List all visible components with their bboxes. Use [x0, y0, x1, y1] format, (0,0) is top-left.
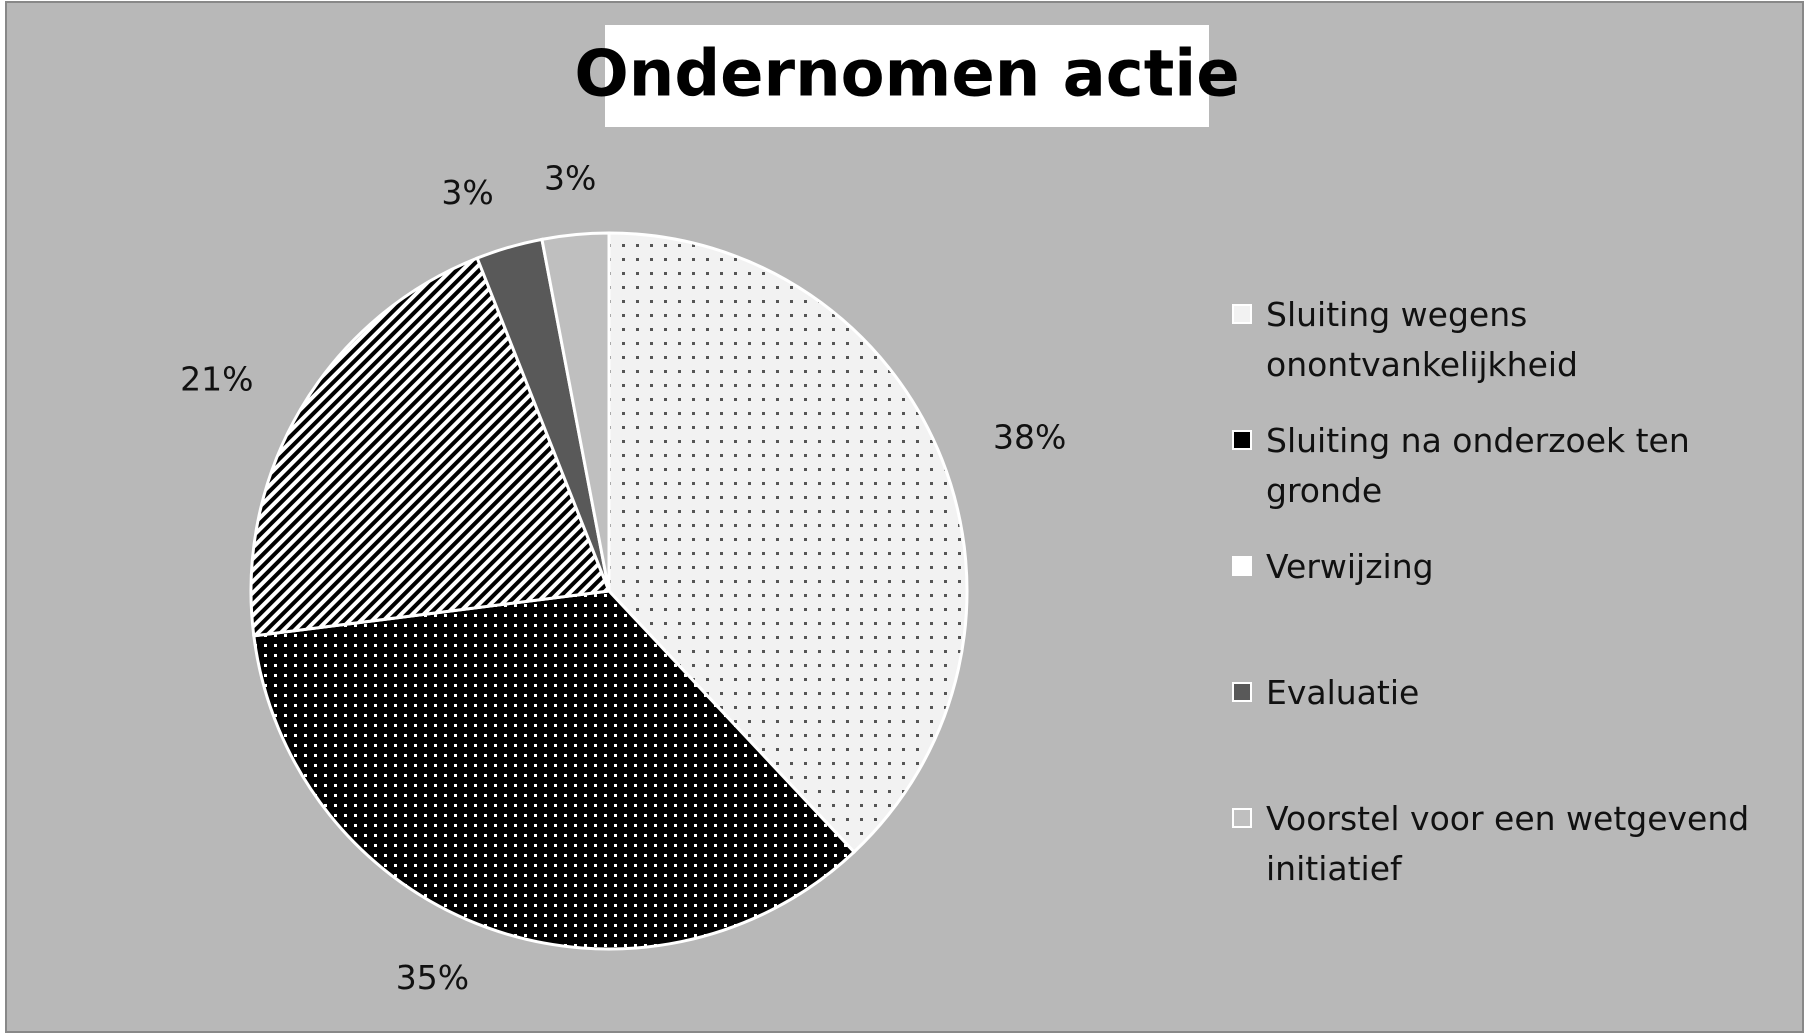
pie-slice: [249, 256, 612, 638]
data-label: 35%: [396, 958, 469, 997]
legend-swatch: [1232, 682, 1252, 702]
data-label: 3%: [441, 173, 493, 212]
legend-entry: Voorstel voor een wetgevend initiatief: [1232, 794, 1772, 894]
legend-swatch: [1232, 556, 1252, 576]
legend-entry: Sluiting na onderzoek ten gronde: [1232, 416, 1772, 516]
legend-swatch: [1232, 430, 1252, 450]
chart-title: Ondernomen actie: [574, 38, 1239, 112]
legend-entry: Evaluatie: [1232, 668, 1772, 718]
title-box: [605, 25, 1209, 127]
pie-slice: [607, 231, 969, 855]
legend-entry: Verwijzing: [1232, 542, 1772, 592]
data-label: 3%: [544, 158, 596, 197]
legend-label: Sluiting wegens onontvankelijkheid: [1266, 295, 1579, 384]
data-label: 38%: [993, 417, 1066, 456]
pie-slice: [252, 589, 857, 951]
legend-label: Verwijzing: [1266, 547, 1434, 586]
data-label: 21%: [180, 359, 253, 398]
legend-label: Sluiting na onderzoek ten gronde: [1266, 421, 1690, 510]
legend-label: Evaluatie: [1266, 673, 1420, 712]
legend-swatch: [1232, 808, 1252, 828]
pie-slice: [540, 231, 611, 592]
legend-label: Voorstel voor een wetgevend initiatief: [1266, 799, 1750, 888]
legend-entry: Sluiting wegens onontvankelijkheid: [1232, 290, 1772, 390]
legend-swatch: [1232, 304, 1252, 324]
